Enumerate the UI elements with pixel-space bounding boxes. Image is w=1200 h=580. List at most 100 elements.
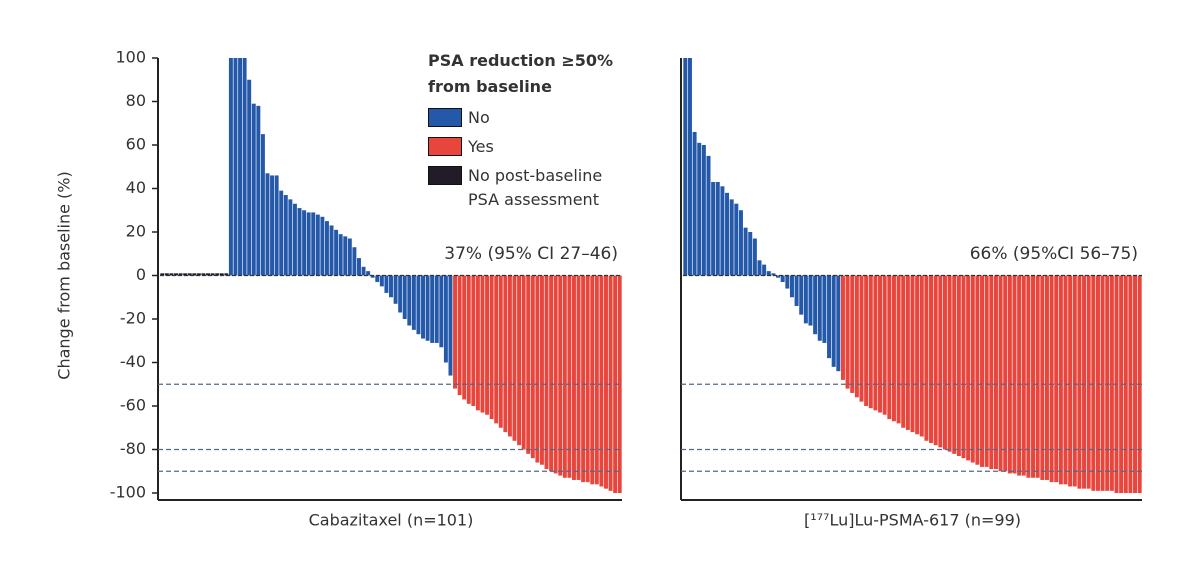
bar	[507, 275, 512, 437]
bar	[581, 275, 586, 483]
bar	[462, 275, 467, 400]
bar	[697, 142, 702, 276]
bar	[357, 258, 361, 276]
bar	[878, 275, 883, 413]
bar	[517, 275, 522, 446]
bar	[233, 58, 238, 276]
y-tick-label: -100	[110, 483, 146, 502]
bar	[471, 275, 476, 406]
bar	[1082, 275, 1087, 489]
bar	[817, 275, 822, 341]
bar	[279, 190, 284, 276]
bar	[1058, 275, 1063, 485]
bar	[539, 275, 544, 465]
bar	[238, 58, 243, 276]
bar	[457, 275, 462, 396]
y-tick-label: -40	[120, 352, 146, 371]
bar	[210, 273, 215, 276]
bar	[192, 273, 197, 276]
bar	[1021, 275, 1026, 476]
bar	[402, 275, 407, 319]
bar	[594, 275, 599, 485]
bar	[375, 275, 380, 283]
bar	[576, 275, 581, 480]
bar	[711, 181, 716, 276]
annotation: 66% (95%CI 56–75)	[970, 244, 1138, 264]
bar	[980, 275, 985, 467]
bar	[933, 275, 938, 446]
bar	[572, 275, 576, 480]
bar	[919, 275, 924, 437]
bar	[599, 275, 604, 487]
legend-label: No post-baseline PSA assessment	[468, 166, 603, 209]
bar	[989, 275, 994, 470]
bar	[178, 273, 183, 276]
bar	[329, 225, 334, 276]
bar	[1133, 275, 1138, 493]
bar	[970, 275, 975, 463]
bar	[799, 275, 804, 315]
x-axis-label: Cabazitaxel (n=101)	[309, 511, 474, 530]
bar	[947, 275, 952, 452]
bar	[411, 275, 416, 330]
bar	[608, 275, 613, 491]
bar	[489, 275, 494, 420]
bar	[315, 214, 320, 276]
bar	[334, 229, 339, 276]
y-tick-label: -20	[120, 309, 146, 328]
bar	[347, 238, 352, 276]
bar	[1095, 275, 1100, 491]
bar	[1072, 275, 1077, 487]
bar	[966, 275, 971, 461]
bar	[1044, 275, 1049, 480]
bar	[701, 145, 706, 276]
bar	[729, 199, 734, 276]
bar	[845, 275, 850, 389]
bar	[590, 275, 595, 485]
bar	[864, 275, 869, 406]
y-tick-label: 60	[126, 135, 146, 154]
bar	[256, 105, 261, 276]
bar	[283, 195, 288, 276]
bar	[734, 203, 739, 276]
bar	[370, 275, 375, 278]
bar	[288, 199, 293, 276]
bar	[311, 212, 316, 276]
bar	[421, 275, 425, 339]
bar	[535, 275, 540, 463]
bar	[808, 275, 813, 326]
legend-title: PSA reduction ≥50% from baseline	[428, 51, 614, 96]
bar	[389, 275, 393, 298]
bar	[827, 275, 832, 359]
bar	[512, 275, 517, 441]
bar	[1017, 275, 1022, 476]
bar	[785, 275, 790, 289]
bar	[379, 275, 384, 287]
bar	[169, 273, 174, 276]
bar	[1003, 275, 1008, 472]
y-tick-label: 20	[126, 222, 146, 241]
bar	[910, 275, 915, 433]
bar	[1109, 275, 1114, 491]
bar	[891, 275, 896, 422]
bar	[361, 266, 366, 276]
bar	[480, 275, 485, 413]
bar	[887, 275, 892, 420]
legend-label: Yes	[468, 137, 494, 156]
bar	[1031, 275, 1036, 478]
bar	[942, 275, 947, 450]
bar	[366, 271, 371, 276]
bar	[905, 275, 910, 430]
bar	[757, 260, 762, 276]
y-tick-label: 80	[126, 91, 146, 110]
bar	[393, 275, 398, 304]
bar	[302, 210, 307, 276]
bar	[1054, 275, 1059, 483]
bar	[720, 186, 725, 276]
bar	[1012, 275, 1017, 474]
bar	[1049, 275, 1054, 483]
bar	[567, 275, 572, 478]
bar	[448, 275, 453, 376]
bar	[343, 236, 348, 276]
